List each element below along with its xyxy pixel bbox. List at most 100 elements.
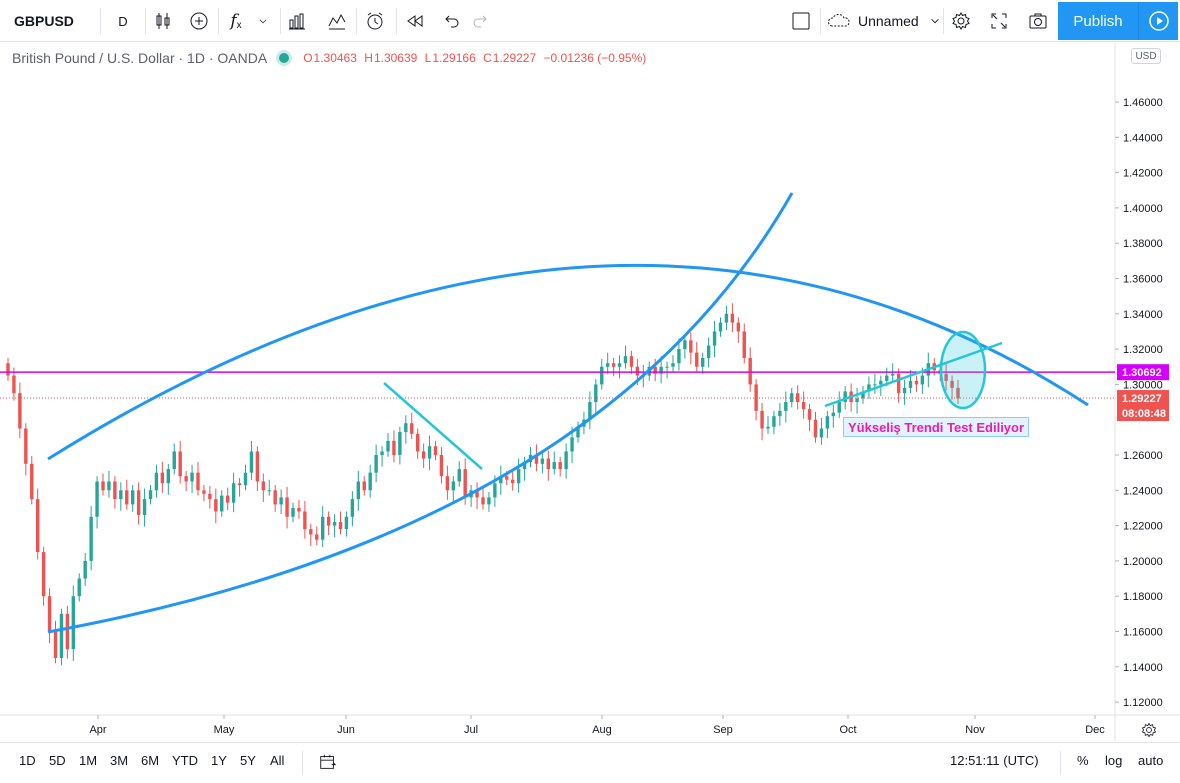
layout-name-menu[interactable]: Unnamed [826, 4, 942, 38]
candle-body [487, 497, 491, 505]
candle-body [516, 469, 521, 484]
market-status-icon [279, 53, 290, 63]
candle-body [706, 345, 711, 358]
range-5d[interactable]: 5D [49, 753, 66, 768]
currency-badge[interactable]: USD [1131, 48, 1161, 64]
time-tick-label: Sep [713, 724, 733, 736]
candle-body [950, 380, 954, 388]
range-5y[interactable]: 5Y [240, 753, 256, 768]
candles-icon[interactable] [150, 4, 176, 38]
candle-body [410, 423, 414, 434]
annotation-label[interactable]: Yükseliş Trendi Test Ediliyor [843, 417, 1030, 437]
chart-settings-icon[interactable] [1138, 719, 1160, 741]
candle-body [214, 499, 218, 512]
price-tick-label: 1.16000 [1123, 627, 1163, 639]
replay-icon[interactable] [402, 4, 428, 38]
candle-body [231, 483, 236, 503]
interval-button[interactable]: D [118, 13, 128, 29]
trend-line-drawing[interactable] [383, 382, 483, 470]
time-tick-label: Aug [592, 724, 612, 736]
candle-body [350, 499, 355, 517]
symbol-search[interactable]: GBPUSD [14, 13, 74, 29]
legend-close: 1.29227 [492, 51, 537, 65]
candle-body [861, 391, 865, 399]
price-chart[interactable]: 1.46000 1.44000 1.42000 1.40000 1.38000 1.360… [0, 43, 1180, 741]
log-toggle[interactable]: log [1105, 753, 1123, 768]
candle-body [522, 462, 527, 470]
arc-drawing[interactable] [47, 192, 794, 634]
settings-icon[interactable] [948, 4, 974, 38]
price-tick-label: 1.34000 [1123, 309, 1163, 321]
time-tick-label: Oct [839, 724, 856, 736]
time-tick-label: Jul [464, 724, 478, 736]
candle-body [125, 490, 129, 505]
arc-drawing[interactable] [47, 263, 1089, 461]
play-button[interactable] [1138, 2, 1178, 40]
range-6m[interactable]: 6M [141, 753, 160, 768]
publish-button[interactable]: Publish [1058, 2, 1138, 40]
candle-body [534, 455, 539, 464]
templates-icon[interactable] [284, 4, 310, 38]
legend-change: −0.01236 (−0.95%) [543, 51, 647, 65]
candle-body [766, 426, 770, 429]
range-1y[interactable]: 1Y [211, 753, 227, 768]
candle-body [665, 366, 669, 368]
goto-date-icon[interactable] [318, 752, 338, 775]
candle-body [908, 380, 913, 388]
bottom-toolbar: 1D 5D 1M 3M 6M YTD 1Y 5Y All 12:51:11 (U… [0, 742, 1180, 783]
undo-icon[interactable] [438, 4, 464, 38]
candle-body [261, 481, 266, 491]
layout-icon[interactable] [788, 4, 814, 38]
candle-body [683, 340, 687, 350]
camera-icon[interactable] [1024, 4, 1052, 38]
range-1m[interactable]: 1M [79, 753, 98, 768]
utc-clock[interactable]: 12:51:11 (UTC) [950, 753, 1039, 768]
chart-pane[interactable]: British Pound / U.S. Dollar · 1D · OANDA… [0, 43, 1180, 741]
cloud-icon [828, 13, 850, 27]
range-3m[interactable]: 3M [110, 753, 129, 768]
candle-body [748, 357, 752, 385]
candle-body [374, 455, 378, 473]
candle-body [653, 366, 657, 374]
chart-type-icon[interactable] [324, 4, 350, 38]
candle-body [65, 613, 70, 650]
candle-body [873, 384, 877, 386]
divider [943, 8, 944, 34]
candle-body [154, 472, 159, 491]
candle-body [30, 463, 34, 500]
divider [280, 8, 281, 34]
candle-body [41, 552, 46, 597]
alert-icon[interactable] [362, 4, 388, 38]
candle-body [689, 340, 693, 353]
candle-body [89, 516, 93, 561]
candle-body [760, 410, 764, 429]
candle-body [285, 497, 289, 517]
candle-body [326, 516, 331, 526]
trend-line-drawing[interactable] [824, 341, 1003, 408]
candle-body [724, 313, 729, 323]
candle-body [208, 493, 212, 500]
percent-toggle[interactable]: % [1077, 753, 1089, 768]
candle-body [249, 451, 254, 473]
redo-icon[interactable] [468, 4, 494, 38]
auto-toggle[interactable]: auto [1138, 753, 1164, 768]
candle-body [617, 363, 622, 367]
candle-body [671, 363, 675, 367]
candle-body [736, 322, 741, 332]
time-tick-label: Nov [965, 724, 985, 736]
divider [145, 8, 146, 34]
fullscreen-icon[interactable] [986, 4, 1012, 38]
range-1d[interactable]: 1D [19, 753, 36, 768]
candle-body [291, 507, 295, 517]
candle-body [338, 522, 343, 530]
range-all[interactable]: All [270, 753, 285, 768]
candle-body [700, 357, 705, 367]
candle-body [867, 384, 871, 392]
candle-body [237, 483, 242, 486]
add-compare-icon[interactable] [186, 4, 212, 38]
ellipse-drawing[interactable] [939, 330, 987, 410]
range-ytd[interactable]: YTD [172, 753, 198, 768]
candle-body [825, 416, 830, 429]
candle-body [320, 516, 325, 540]
